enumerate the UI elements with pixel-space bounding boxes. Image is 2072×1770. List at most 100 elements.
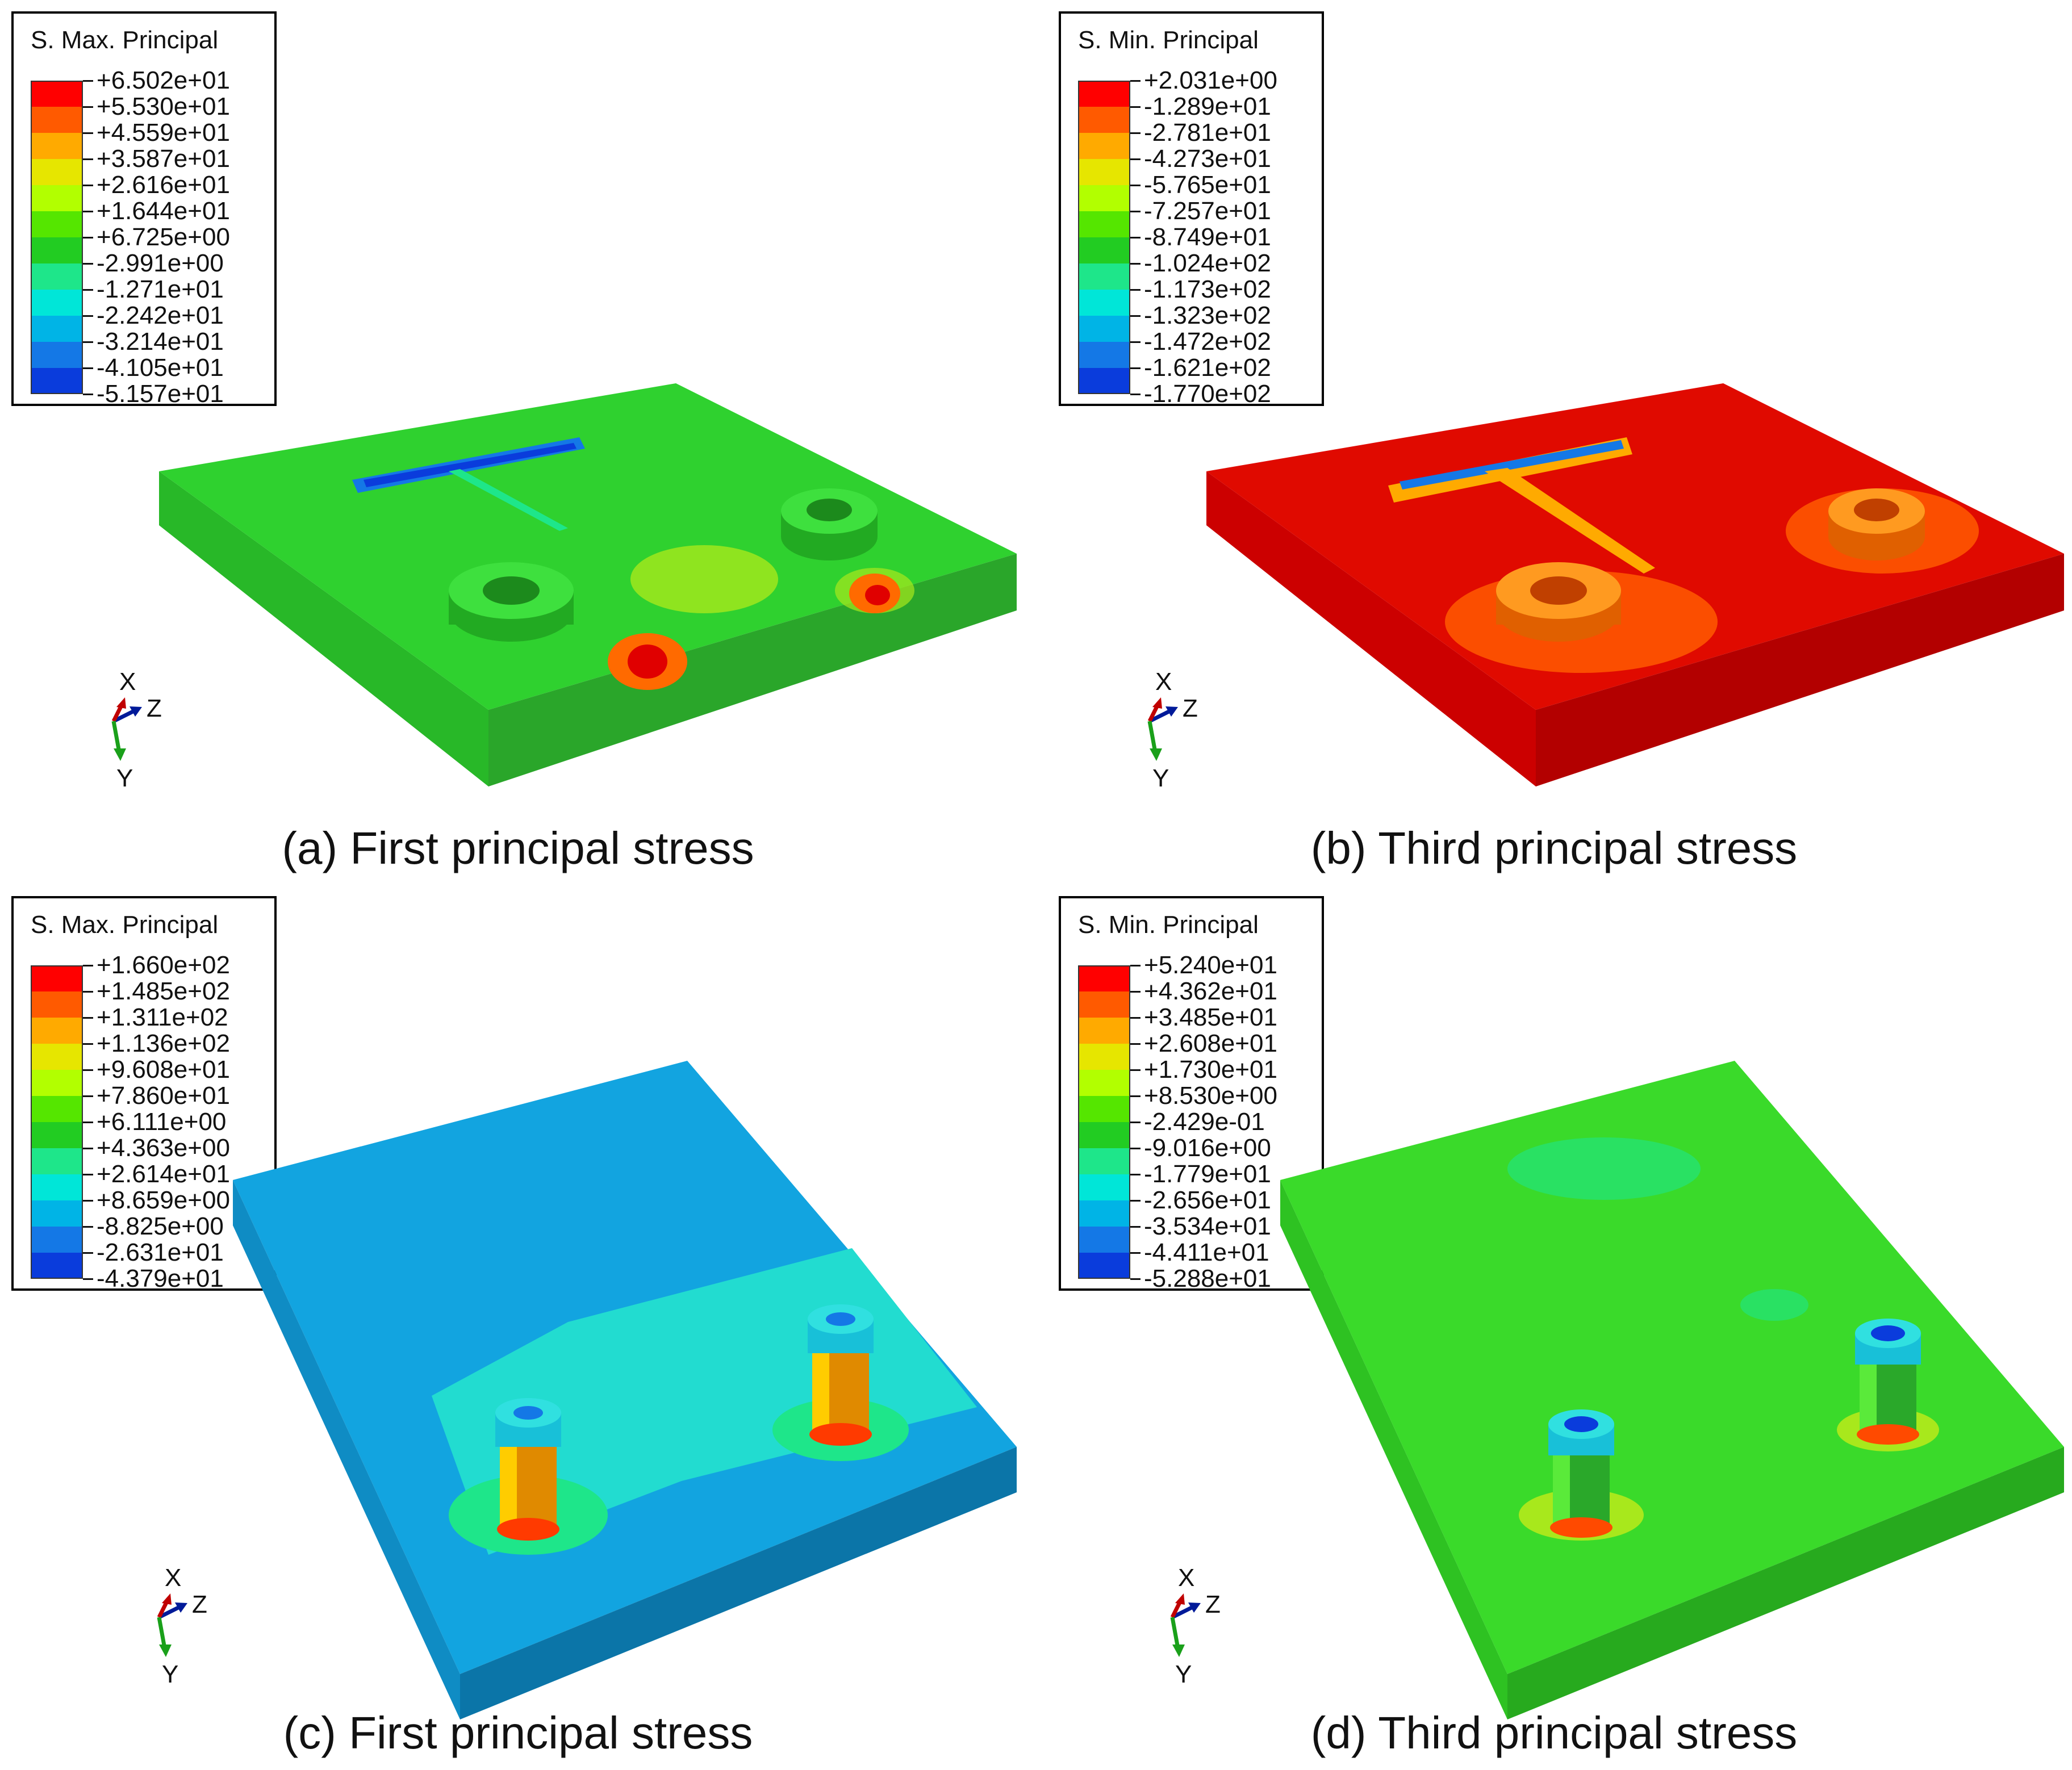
legend-tick xyxy=(83,341,93,343)
legend-value: +4.362e+01 xyxy=(1144,977,1277,1005)
legend-tick xyxy=(83,237,93,238)
legend-title: S. Max. Principal xyxy=(31,911,219,939)
stress-contour-plate-model: X Z Y xyxy=(1170,1061,2064,1719)
legend-tick xyxy=(83,289,93,291)
legend-tick xyxy=(83,991,93,993)
legend-value: +1.485e+02 xyxy=(97,977,230,1005)
legend-tick xyxy=(83,1148,93,1149)
legend-value: +1.730e+01 xyxy=(1144,1056,1277,1083)
legend-value: -7.257e+01 xyxy=(1144,197,1271,225)
legend-tick xyxy=(1130,1122,1141,1123)
legend-value: +8.530e+00 xyxy=(1144,1082,1277,1110)
legend: S. Min. Principal +2.031e+00 -1.289e+01 -2… xyxy=(1059,11,1324,408)
legend-tick xyxy=(1130,1148,1141,1149)
color-swatch xyxy=(1078,107,1130,133)
legend-tick xyxy=(83,1200,93,1202)
legend-value: -1.472e+02 xyxy=(1144,328,1271,355)
color-swatch xyxy=(31,290,83,316)
color-swatch xyxy=(1078,1174,1130,1200)
color-swatch xyxy=(1078,1253,1130,1279)
legend-value: +1.660e+02 xyxy=(97,951,230,979)
legend-value: -2.781e+01 xyxy=(1144,119,1271,147)
color-swatch xyxy=(1078,1122,1130,1148)
legend-tick xyxy=(1130,1043,1141,1045)
legend-tick xyxy=(83,185,93,186)
caption: (d) Third principal stress xyxy=(1310,1708,1798,1758)
legend: S. Max. Principal +6.502e+01 +5.530e+01 +4… xyxy=(11,11,277,407)
color-swatch xyxy=(1078,185,1130,211)
axis-x-label: X xyxy=(165,1564,181,1592)
legend-tick xyxy=(1130,991,1141,993)
color-swatch xyxy=(31,1200,83,1227)
color-swatch xyxy=(1078,290,1130,316)
legend-value: +2.616e+01 xyxy=(97,171,230,199)
legend-tick xyxy=(83,158,93,160)
legend-value: +7.860e+01 xyxy=(97,1082,230,1110)
legend-value: -4.105e+01 xyxy=(97,354,224,382)
legend-value: +8.659e+00 xyxy=(97,1186,230,1214)
legend-tick xyxy=(83,263,93,265)
legend-value: +2.031e+00 xyxy=(1144,66,1277,94)
axis-y-label: Y xyxy=(1152,764,1169,792)
axis-z-label: Z xyxy=(147,694,162,722)
legend-value: -4.273e+01 xyxy=(1144,145,1271,173)
legend-tick xyxy=(1130,211,1141,212)
legend-tick xyxy=(1130,965,1141,966)
legend-tick xyxy=(1130,1069,1141,1071)
color-swatch xyxy=(31,1253,83,1279)
legend-value: -9.016e+00 xyxy=(1144,1134,1271,1162)
legend-tick xyxy=(1130,1278,1141,1280)
axis-x-label: X xyxy=(1178,1564,1194,1592)
color-swatch xyxy=(1078,991,1130,1018)
legend-value: -2.242e+01 xyxy=(97,302,224,329)
color-swatch xyxy=(1078,1018,1130,1044)
legend-tick xyxy=(1130,1174,1141,1175)
legend-tick xyxy=(83,1174,93,1175)
panel-b: S. Min. Principal +2.031e+00 -1.289e+01 -2… xyxy=(1036,0,2072,885)
legend-value: -1.271e+01 xyxy=(97,275,224,303)
legend-tick xyxy=(1130,132,1141,134)
legend-value: -8.825e+00 xyxy=(97,1212,224,1240)
legend-tick xyxy=(1130,1252,1141,1254)
legend-tick xyxy=(1130,315,1141,317)
stress-contour-plate-model: X Z Y xyxy=(157,1061,1017,1719)
color-swatch xyxy=(1078,237,1130,263)
color-swatch xyxy=(31,211,83,237)
color-swatch xyxy=(31,368,83,394)
axis-triad-icon: X Z Y xyxy=(1170,1564,1221,1688)
color-swatch xyxy=(1078,133,1130,159)
color-swatch xyxy=(31,342,83,368)
legend-tick xyxy=(1130,106,1141,108)
legend: S. Min. Principal +5.240e+01 +4.362e+01 +3… xyxy=(1059,896,1324,1292)
legend-value: -1.770e+02 xyxy=(1144,380,1271,408)
color-swatch xyxy=(31,1070,83,1096)
legend-tick xyxy=(83,211,93,212)
legend-tick xyxy=(83,132,93,134)
legend-value: -4.411e+01 xyxy=(1144,1238,1269,1266)
legend-tick xyxy=(1130,394,1141,395)
legend-tick xyxy=(83,1278,93,1280)
legend-value: +1.136e+02 xyxy=(97,1030,230,1057)
legend-value: +3.485e+01 xyxy=(1144,1003,1277,1031)
legend-tick xyxy=(83,394,93,395)
color-swatch xyxy=(1078,1070,1130,1096)
legend-title: S. Min. Principal xyxy=(1078,26,1259,54)
color-swatch xyxy=(1078,342,1130,368)
color-swatch xyxy=(31,133,83,159)
legend-value: -5.288e+01 xyxy=(1144,1265,1271,1292)
legend-tick xyxy=(1130,1095,1141,1097)
legend-value: -4.379e+01 xyxy=(97,1265,224,1292)
legend-value: +3.587e+01 xyxy=(97,145,230,173)
legend-tick xyxy=(1130,80,1141,82)
stress-contour-plate-model: X Z Y xyxy=(1147,383,2064,792)
legend-value: +5.240e+01 xyxy=(1144,951,1277,979)
axis-triad-icon: X Z Y xyxy=(1147,668,1198,792)
color-swatch xyxy=(31,1044,83,1070)
legend-tick xyxy=(1130,263,1141,265)
color-swatch xyxy=(31,991,83,1018)
legend-tick xyxy=(83,1043,93,1045)
caption: (a) First principal stress xyxy=(282,823,754,873)
color-swatch xyxy=(1078,368,1130,394)
legend-tick xyxy=(1130,289,1141,291)
axis-triad-icon: X Z Y xyxy=(157,1564,207,1688)
